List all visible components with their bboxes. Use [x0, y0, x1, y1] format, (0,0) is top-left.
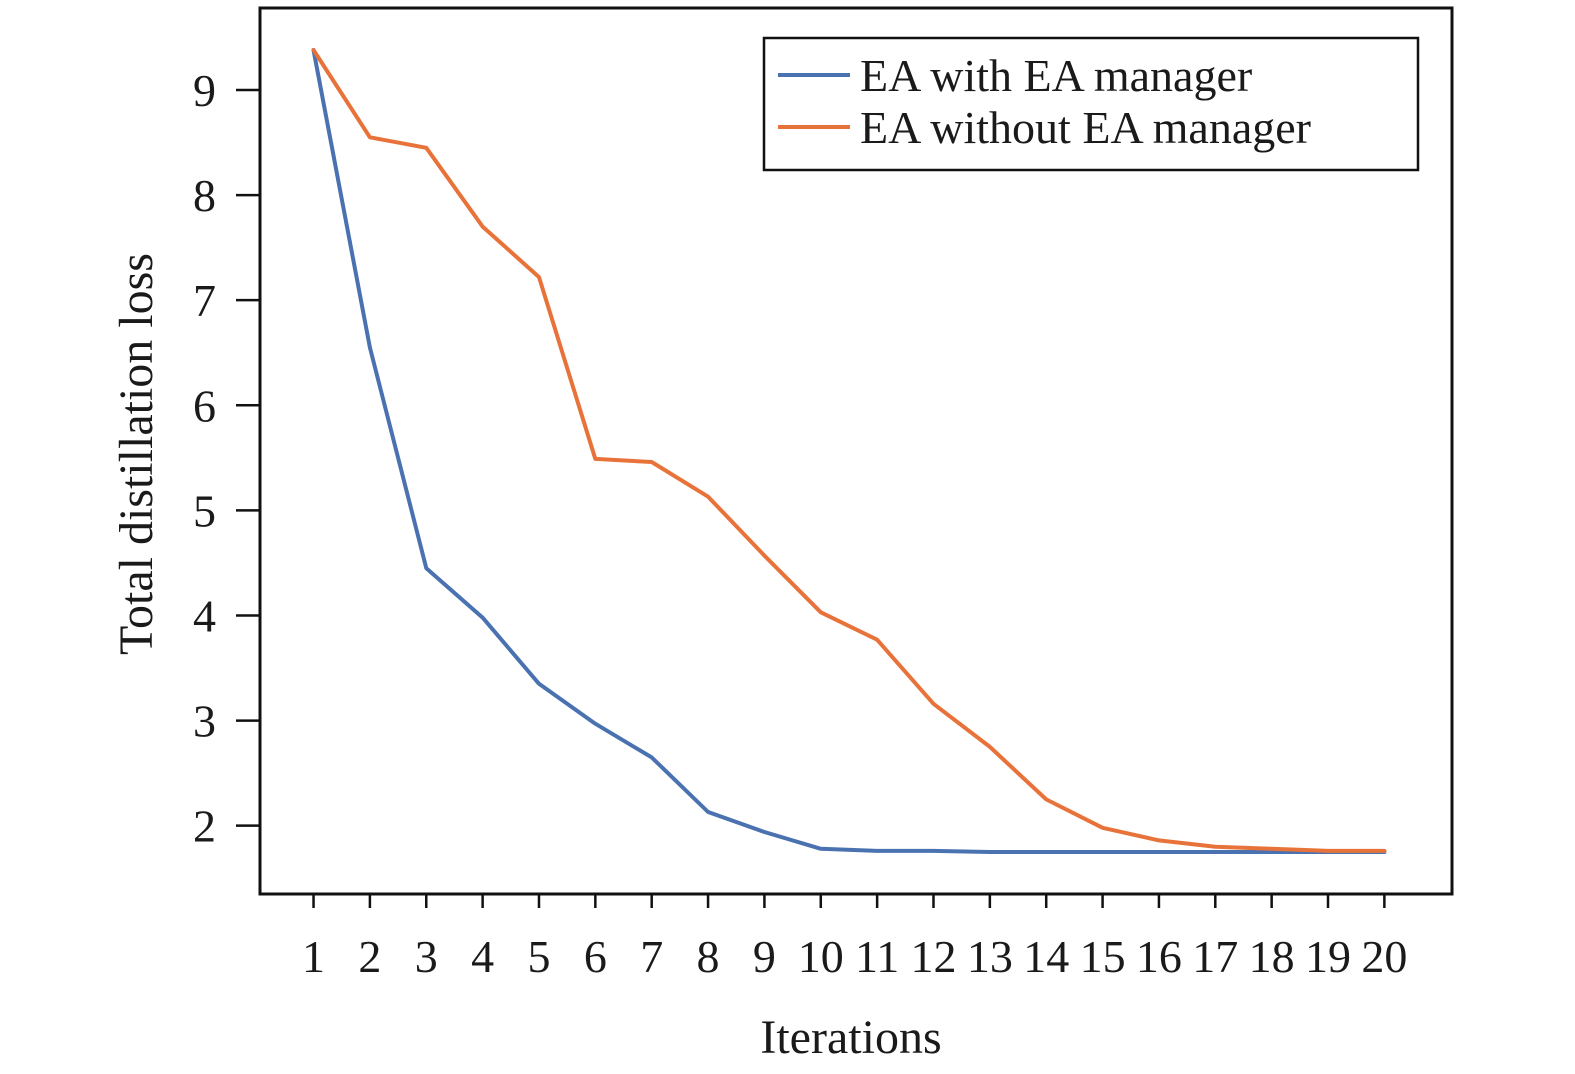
y-axis-ticks: 2 3 4 5 6 7 8 9: [193, 65, 260, 852]
series-lines: [311, 48, 1387, 854]
x-axis-label: Iterations: [760, 1011, 941, 1064]
y-tick-label: 2: [193, 801, 216, 852]
x-tick-label: 15: [1080, 931, 1126, 982]
legend-label-2: EA without EA manager: [860, 102, 1311, 153]
legend-label-1: EA with EA manager: [860, 50, 1252, 101]
x-tick-label: 2: [358, 931, 381, 982]
x-tick-label: 6: [584, 931, 607, 982]
x-tick-label: 8: [697, 931, 720, 982]
x-axis-ticks: 1 2 3 4 5 6 7 8 9 10 11 12 13 14 15 16 17 18 19 20: [302, 894, 1407, 982]
x-tick-label: 11: [855, 931, 899, 982]
x-tick-label: 19: [1305, 931, 1351, 982]
x-tick-label: 10: [798, 931, 844, 982]
y-tick-label: 8: [193, 170, 216, 221]
x-tick-label: 3: [415, 931, 438, 982]
y-tick-label: 4: [193, 590, 216, 641]
x-tick-label: 1: [302, 931, 325, 982]
x-tick-label: 14: [1023, 931, 1069, 982]
y-tick-label: 3: [193, 696, 216, 747]
legend-box: [762, 36, 1420, 172]
plot-area-frame: [258, 6, 1454, 896]
y-tick-label: 9: [193, 65, 216, 116]
x-tick-label: 4: [471, 931, 494, 982]
y-tick-label: 6: [193, 380, 216, 431]
x-tick-label: 16: [1136, 931, 1182, 982]
y-axis-label: Total distillation loss: [110, 253, 163, 655]
x-tick-label: 9: [753, 931, 776, 982]
x-tick-label: 5: [527, 931, 550, 982]
series-line-2: [311, 48, 1387, 853]
x-tick-label: 7: [640, 931, 663, 982]
x-tick-label: 18: [1249, 931, 1295, 982]
series-line-1: [311, 48, 1387, 854]
x-tick-label: 17: [1192, 931, 1238, 982]
x-tick-label: 20: [1361, 931, 1407, 982]
y-tick-label: 5: [193, 485, 216, 536]
x-tick-label: 12: [910, 931, 956, 982]
y-tick-label: 7: [193, 275, 216, 326]
x-tick-label: 13: [967, 931, 1013, 982]
